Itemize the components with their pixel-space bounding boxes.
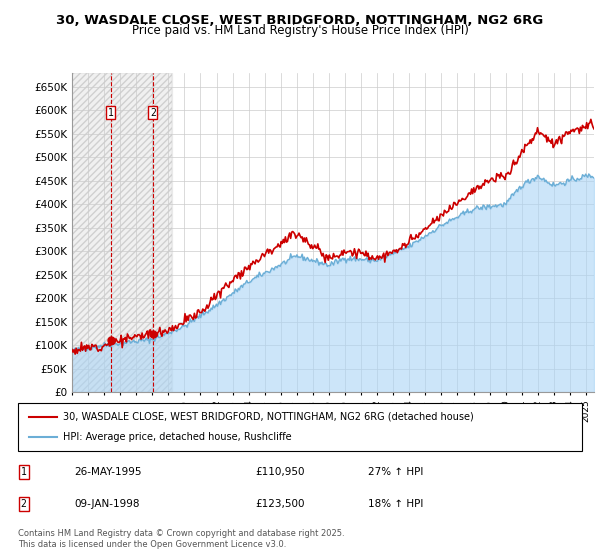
Text: 26-MAY-1995: 26-MAY-1995 xyxy=(74,467,142,477)
Text: 2: 2 xyxy=(150,108,156,118)
Text: 1: 1 xyxy=(21,467,26,477)
Text: £110,950: £110,950 xyxy=(255,467,304,477)
Text: 27% ↑ HPI: 27% ↑ HPI xyxy=(368,467,423,477)
Text: HPI: Average price, detached house, Rushcliffe: HPI: Average price, detached house, Rush… xyxy=(63,432,292,442)
Text: 30, WASDALE CLOSE, WEST BRIDGFORD, NOTTINGHAM, NG2 6RG (detached house): 30, WASDALE CLOSE, WEST BRIDGFORD, NOTTI… xyxy=(63,412,474,422)
Text: 30, WASDALE CLOSE, WEST BRIDGFORD, NOTTINGHAM, NG2 6RG: 30, WASDALE CLOSE, WEST BRIDGFORD, NOTTI… xyxy=(56,14,544,27)
Text: Price paid vs. HM Land Registry's House Price Index (HPI): Price paid vs. HM Land Registry's House … xyxy=(131,24,469,36)
FancyBboxPatch shape xyxy=(18,403,582,451)
Text: 18% ↑ HPI: 18% ↑ HPI xyxy=(368,499,423,509)
Text: £123,500: £123,500 xyxy=(255,499,304,509)
Text: 09-JAN-1998: 09-JAN-1998 xyxy=(74,499,140,509)
Text: Contains HM Land Registry data © Crown copyright and database right 2025.
This d: Contains HM Land Registry data © Crown c… xyxy=(18,529,344,549)
Bar xyxy=(72,73,172,392)
Text: 2: 2 xyxy=(21,499,26,509)
Text: 1: 1 xyxy=(107,108,113,118)
Bar xyxy=(72,73,172,392)
